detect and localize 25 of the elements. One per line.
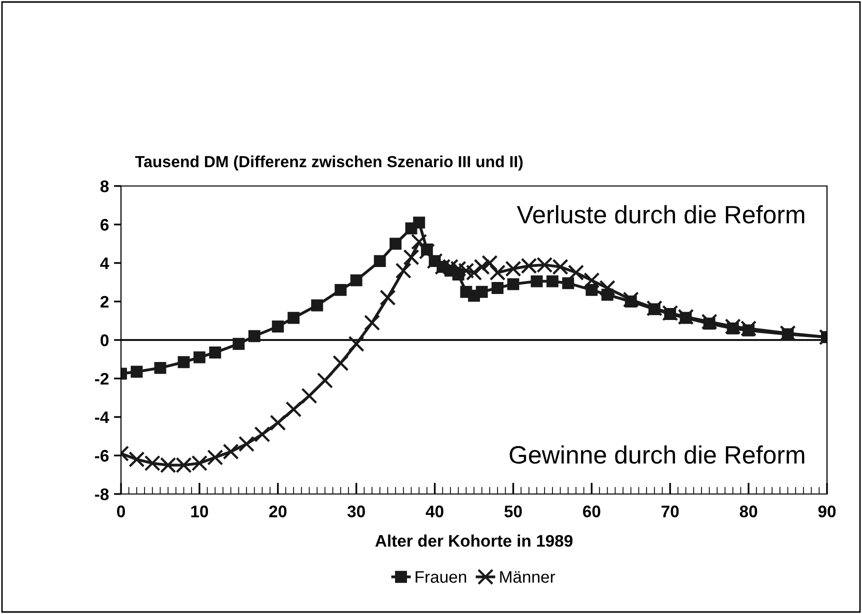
y-tick-label: -2 (95, 372, 109, 385)
y-tick-label: -4 (95, 412, 110, 424)
x-tick-label: 40 (426, 506, 444, 518)
y-axis-title: Tausend DM (Differenz zwischen Szenario III und II) (135, 156, 523, 170)
x-axis-title: Alter der Kohorte in 1989 (375, 534, 572, 547)
x-tick-label: 90 (818, 506, 836, 518)
annotation: Verluste durch die Reform (516, 205, 804, 224)
x-tick-label: 10 (191, 506, 208, 518)
x-tick-label: 0 (117, 506, 125, 518)
y-tick-label: 0 (100, 334, 109, 346)
y-tick-label: 4 (100, 258, 110, 270)
x-tick-label: 30 (347, 506, 365, 518)
y-tick-label: -6 (95, 450, 109, 462)
x-tick-label: 70 (662, 506, 679, 518)
x-tick-label: 50 (504, 506, 522, 518)
y-tick-label: 6 (100, 218, 109, 231)
legend-label: Frauen (416, 571, 466, 583)
y-tick-label: 2 (100, 296, 109, 308)
x-tick-label: 60 (583, 506, 600, 518)
x-tick-label: 20 (269, 506, 286, 518)
y-tick-label: -8 (95, 488, 109, 500)
y-tick-label: 8 (100, 180, 109, 192)
x-tick-label: 80 (740, 506, 758, 518)
legend-label: Männer (500, 571, 556, 583)
annotation: Gewinne durch die Reform (510, 445, 804, 464)
